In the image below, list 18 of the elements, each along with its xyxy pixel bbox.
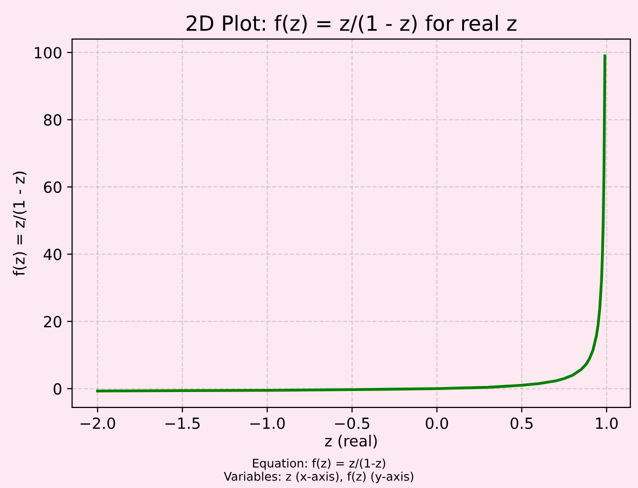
y-tick-label: 80 [44,114,62,126]
y-tick-label: 100 [34,46,62,59]
x-tick-label: −1.0 [250,417,285,430]
y-axis-title: f(z) = z/(1 - z) [12,172,26,276]
x-tick-label: 0.0 [426,417,448,430]
line-series [96,54,606,392]
x-axis-title: z (real) [325,434,377,448]
y-tick-label: 20 [44,316,62,328]
x-tick-label: −2.0 [80,417,116,430]
x-tick-label: 0.5 [510,417,533,430]
x-tick-label: 1.0 [596,417,618,430]
y-tick-label: 0 [54,383,62,395]
chart-title: 2D Plot: f(z) = z/(1 - z) for real z [186,14,516,34]
y-tick-label: 40 [44,248,62,260]
text: Equation: f(z) = z/(1-z) Variables: z (x-axis), f(z) (y-axis) [224,458,414,484]
x-tick-label: −0.5 [335,417,370,430]
x-tick-label: −1.5 [165,418,200,430]
y-tick-label: 60 [44,181,62,193]
